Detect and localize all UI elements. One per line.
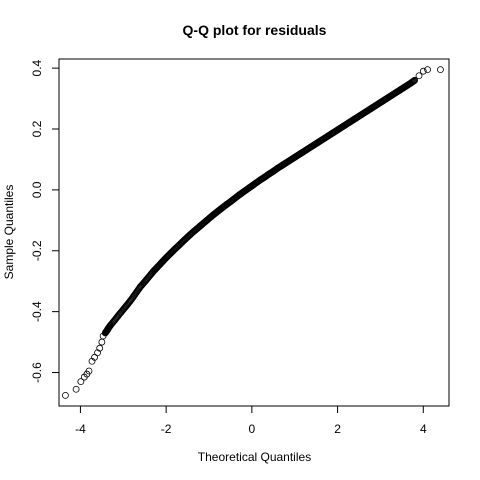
data-point [437, 66, 444, 74]
y-tick-label: -0.4 [30, 301, 44, 322]
data-point [409, 77, 417, 85]
data-point [410, 77, 418, 85]
data-point [409, 78, 416, 86]
data-point [96, 344, 104, 352]
data-point [62, 391, 69, 399]
x-axis: -4 -2 0 2 4 [75, 405, 427, 436]
data-point [415, 72, 423, 80]
x-tick-label: -4 [75, 422, 86, 436]
y-tick-label: -0.2 [30, 240, 44, 261]
y-axis-label: Sample Quantiles [2, 185, 16, 280]
data-point [72, 385, 80, 393]
y-tick-label: -0.6 [30, 362, 44, 383]
x-tick-label: 4 [420, 422, 427, 436]
data-point [419, 67, 427, 75]
data-point [77, 378, 85, 386]
data-point [411, 76, 419, 84]
y-tick-label: 0.4 [30, 59, 44, 76]
x-tick-label: -2 [161, 422, 172, 436]
y-axis: -0.6 -0.4 -0.2 0.0 0.2 0.4 [30, 59, 60, 383]
data-point [98, 338, 106, 346]
y-tick-label: 0.2 [30, 120, 44, 137]
y-tick-label: 0.0 [30, 181, 44, 198]
x-tick-label: 0 [249, 422, 256, 436]
data-point [94, 349, 101, 357]
data-points [62, 66, 444, 399]
data-point [85, 367, 93, 375]
chart-title: Q-Q plot for residuals [183, 22, 327, 38]
x-axis-label: Theoretical Quantiles [198, 450, 311, 464]
x-tick-label: 2 [334, 422, 341, 436]
plot-frame [58, 58, 450, 407]
data-point [424, 66, 431, 74]
